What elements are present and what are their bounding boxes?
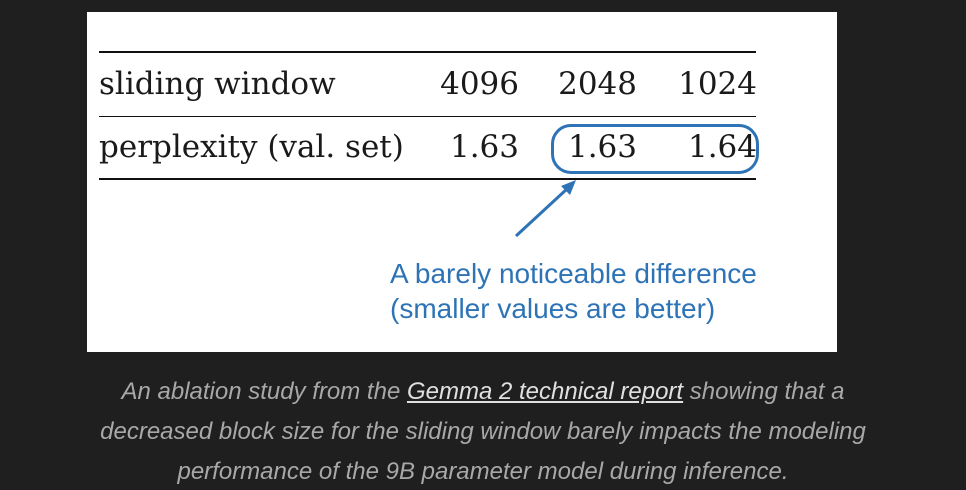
table-bottom-rule — [99, 178, 756, 180]
table-mid-rule — [99, 116, 756, 117]
caption-line-2: decreased block size for the sliding win… — [100, 418, 866, 445]
cell-perplexity-4096: 1.63 — [449, 129, 519, 165]
caption-text-before-link: An ablation study from the — [121, 378, 407, 405]
caption-text-after-link: showing that a — [683, 378, 845, 405]
cell-perplexity-2048: 1.63 — [567, 129, 637, 165]
cell-window-1024: 1024 — [678, 66, 757, 102]
cell-window-2048: 2048 — [558, 66, 637, 102]
gemma2-report-link[interactable]: Gemma 2 technical report — [406, 378, 684, 405]
ablation-figure: sliding window 4096 2048 1024 perplexity… — [87, 12, 837, 352]
annotation-line-2: (smaller values are better) — [390, 293, 716, 324]
highlight-outline — [551, 124, 759, 174]
caption-line-3: performance of the 9B parameter model du… — [177, 458, 789, 485]
annotation-arrow-icon — [514, 180, 576, 238]
annotation-line-1: A barely noticeable difference — [390, 258, 757, 289]
annotation-text: A barely noticeable difference (smaller … — [390, 256, 757, 326]
figure-caption: An ablation study from the Gemma 2 techn… — [0, 372, 966, 490]
row-label-sliding-window: sliding window — [99, 66, 336, 102]
table-top-rule — [99, 51, 756, 53]
cell-window-4096: 4096 — [440, 66, 519, 102]
row-label-perplexity: perplexity (val. set) — [99, 129, 404, 165]
caption-line-1: An ablation study from the Gemma 2 techn… — [0, 372, 966, 412]
